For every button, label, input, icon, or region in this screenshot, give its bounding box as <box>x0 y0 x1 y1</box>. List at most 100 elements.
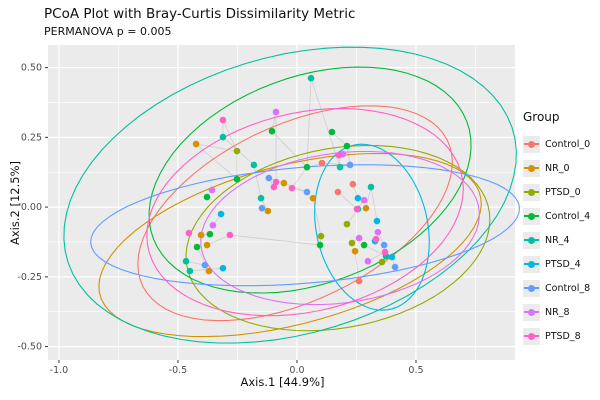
data-point-PTSD_0 <box>343 220 351 228</box>
data-point-Control_0 <box>318 159 326 167</box>
data-point-NR_0 <box>197 231 205 239</box>
x-tick-label: -0.5 <box>169 365 188 376</box>
group-ellipse-Control_8 <box>90 164 521 287</box>
sample-link-line <box>354 251 360 282</box>
data-point-Control_4 <box>193 243 201 251</box>
data-point-NR_8 <box>360 196 368 204</box>
data-point-PTSD_8 <box>372 235 380 243</box>
legend-item-PTSD_0: PTSD_0 <box>523 180 590 204</box>
y-tick-label: -0.25 <box>17 272 42 283</box>
data-point-Control_4 <box>360 241 368 249</box>
data-point-PTSD_4 <box>354 194 362 202</box>
data-point-NR_4 <box>219 133 227 141</box>
group-ellipse-Control_0 <box>137 105 453 322</box>
sample-link-line <box>253 164 262 199</box>
data-point-PTSD_4 <box>373 217 381 225</box>
sample-link-line <box>331 131 348 147</box>
chart-subtitle: PERMANOVA p = 0.005 <box>44 25 172 38</box>
y-tick-label: -0.50 <box>17 342 42 353</box>
data-point-NR_8 <box>209 221 217 229</box>
legend-item-NR_0: NR_0 <box>523 156 590 180</box>
sample-link-line <box>229 234 321 246</box>
data-point-PTSD_0 <box>317 232 325 240</box>
data-point-PTSD_8 <box>272 178 280 186</box>
data-point-Control_0 <box>355 277 363 285</box>
data-point-Control_4 <box>303 163 311 171</box>
data-point-NR_0 <box>309 194 317 202</box>
data-point-NR_8 <box>364 257 372 265</box>
plot-panel <box>48 45 515 360</box>
sample-link-line <box>206 234 231 246</box>
sample-link-line <box>365 186 372 209</box>
data-point-NR_4 <box>307 74 315 82</box>
data-point-NR_8 <box>272 108 280 116</box>
legend-title: Group <box>523 110 560 124</box>
sample-link-line <box>291 166 308 189</box>
data-point-PTSD_8 <box>381 248 389 256</box>
legend-item-label: NR_4 <box>545 234 570 246</box>
y-tick-label: 0.50 <box>21 63 42 74</box>
legend-key-icon <box>523 231 540 249</box>
data-point-Control_0 <box>349 180 357 188</box>
legend-item-label: Control_4 <box>545 210 591 222</box>
legend-item-PTSD_4: PTSD_4 <box>523 252 590 276</box>
y-tick-label: 0.25 <box>21 132 42 143</box>
sample-link-line <box>283 182 308 193</box>
legend-key-icon <box>523 327 540 345</box>
x-tick-label: 0.0 <box>289 365 304 376</box>
data-point-NR_4 <box>186 267 194 275</box>
legend-item-label: PTSD_8 <box>545 330 581 342</box>
data-point-Control_4 <box>316 241 324 249</box>
data-point-Control_8 <box>346 161 354 169</box>
legend-item-NR_4: NR_4 <box>523 228 590 252</box>
data-point-NR_4 <box>250 161 258 169</box>
data-point-PTSD_0 <box>233 147 241 155</box>
sample-link-line <box>337 191 358 210</box>
legend-key-icon <box>523 303 540 321</box>
data-point-NR_8 <box>374 228 382 236</box>
data-point-NR_4 <box>367 183 375 191</box>
data-point-Control_4 <box>268 127 276 135</box>
data-point-Control_4 <box>343 142 351 150</box>
chart-title: PCoA Plot with Bray-Curtis Dissimilarity… <box>44 6 356 22</box>
data-point-PTSD_4 <box>219 264 227 272</box>
sample-link-line <box>312 198 322 237</box>
sample-link-line <box>370 186 378 222</box>
data-point-NR_0 <box>264 207 272 215</box>
group-ellipse-NR_8 <box>200 150 480 306</box>
data-point-Control_8 <box>380 241 388 249</box>
x-axis-title: Axis.1 [44.9%] <box>240 375 325 389</box>
data-point-PTSD_0 <box>378 258 386 266</box>
data-point-NR_0 <box>362 204 370 212</box>
x-tick-label: 0.5 <box>408 365 423 376</box>
x-tick-label: -1.0 <box>50 365 69 376</box>
legend-item-Control_0: Control_0 <box>523 132 590 156</box>
data-point-Control_0 <box>334 188 342 196</box>
sample-link-line <box>195 143 238 152</box>
legend-key-icon <box>523 279 540 297</box>
data-point-PTSD_8 <box>226 231 234 239</box>
data-point-NR_4 <box>257 194 265 202</box>
data-point-PTSD_4 <box>388 253 396 261</box>
sample-link-line <box>363 244 387 257</box>
legend-item-Control_4: Control_4 <box>523 204 590 228</box>
data-point-NR_0 <box>351 247 359 255</box>
legend-key-icon <box>523 135 540 153</box>
legend-item-PTSD_8: PTSD_8 <box>523 324 590 348</box>
data-point-NR_0 <box>203 241 211 249</box>
legend-item-label: NR_8 <box>545 306 570 318</box>
legend-key-icon <box>523 207 540 225</box>
data-point-Control_8 <box>303 188 311 196</box>
data-point-Control_8 <box>391 263 399 271</box>
group-ellipse-PTSD_4 <box>314 143 430 311</box>
y-axis-title: Axis.2 [12.5%] <box>8 161 22 245</box>
data-point-NR_0 <box>205 267 213 275</box>
data-point-Control_4 <box>328 128 336 136</box>
data-point-Control_8 <box>265 174 273 182</box>
data-point-NR_8 <box>355 234 363 242</box>
data-point-NR_8 <box>208 186 216 194</box>
data-point-NR_4 <box>336 163 344 171</box>
legend-item-label: Control_8 <box>545 282 591 294</box>
legend-item-Control_8: Control_8 <box>523 276 590 300</box>
